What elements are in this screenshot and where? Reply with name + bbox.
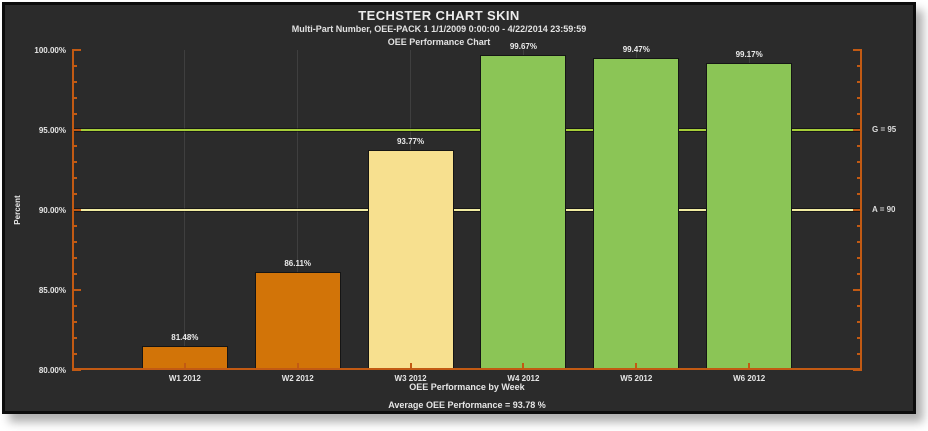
y-tick-label: 90.00% [38, 206, 66, 215]
y-minor-tick [72, 225, 77, 227]
y-minor-tick [72, 177, 77, 179]
y-minor-tick [72, 193, 77, 195]
y-minor-tick [72, 241, 77, 243]
y-minor-tick [72, 81, 77, 83]
y-minor-tick [72, 305, 77, 307]
y-minor-tick [72, 97, 77, 99]
y-tick-label: 95.00% [38, 126, 66, 135]
reference-line-goal [72, 129, 862, 131]
reference-line-label: A = 90 [872, 205, 896, 214]
y-major-tick [853, 129, 862, 131]
bar-value-label: 99.47% [622, 45, 650, 55]
y-major-tick [72, 129, 81, 131]
y-major-tick [72, 49, 81, 51]
y-major-tick [72, 209, 81, 211]
y-minor-tick [857, 305, 862, 307]
y-tick-label: 100.00% [34, 46, 66, 55]
y-minor-tick [72, 353, 77, 355]
reference-line-label: G = 95 [872, 125, 897, 134]
y-minor-tick [857, 273, 862, 275]
y-minor-tick [857, 81, 862, 83]
category-tick [522, 363, 525, 369]
y-major-tick [853, 289, 862, 291]
y-minor-tick [857, 177, 862, 179]
chart-window-title: TECHSTER CHART SKIN [358, 8, 520, 23]
y-minor-tick [72, 113, 77, 115]
bar-value-label: 99.17% [735, 50, 763, 60]
y-minor-tick [857, 225, 862, 227]
x-tick-label: W5 2012 [620, 374, 653, 383]
category-tick [183, 363, 186, 369]
y-tick-label: 80.00% [38, 366, 66, 375]
chart-subtitle: Multi-Part Number, OEE-PACK 1 1/1/2009 0… [291, 24, 587, 34]
bar-w1-2012 [141, 346, 228, 369]
x-tick-label: W3 2012 [394, 374, 427, 383]
y-major-tick [853, 49, 862, 51]
y-minor-tick [72, 65, 77, 67]
y-tick-label: 85.00% [38, 286, 66, 295]
chart-window: TECHSTER CHART SKIN Multi-Part Number, O… [2, 2, 916, 414]
y-minor-tick [857, 257, 862, 259]
plot-area: G = 95 A = 90 81.48% W1 2012 86.11% W2 2012 93… [34, 42, 896, 383]
y-major-tick [853, 209, 862, 211]
y-minor-tick [857, 65, 862, 67]
y-minor-tick [72, 321, 77, 323]
category-tick [635, 363, 638, 369]
bar-w2-2012 [254, 272, 341, 369]
y-minor-tick [72, 161, 77, 163]
bar-w3-2012 [367, 149, 454, 369]
x-tick-label: W6 2012 [733, 374, 766, 383]
x-axis [72, 368, 862, 370]
chart-footer: Average OEE Performance = 93.78 % [388, 400, 546, 410]
y-minor-tick [72, 257, 77, 259]
y-minor-tick [72, 145, 77, 147]
y-minor-tick [857, 337, 862, 339]
bar-value-label: 86.11% [284, 259, 312, 269]
x-tick-label: W2 2012 [281, 374, 314, 383]
y-minor-tick [72, 337, 77, 339]
bar-w5-2012 [593, 58, 680, 369]
y-major-tick [72, 289, 81, 291]
y-major-tick [72, 369, 81, 371]
x-tick-label: W4 2012 [507, 374, 540, 383]
category-tick [748, 363, 751, 369]
y-minor-tick [857, 145, 862, 147]
y-minor-tick [857, 97, 862, 99]
x-axis-title: OEE Performance by Week [409, 382, 525, 392]
bar-value-label: 93.77% [396, 136, 425, 146]
chart-heading: OEE Performance Chart [387, 37, 491, 47]
reference-line-alert [72, 209, 862, 211]
category-tick [409, 363, 412, 369]
bar-value-label: 81.48% [171, 333, 199, 343]
x-tick-label: W1 2012 [168, 374, 201, 383]
y-minor-tick [857, 241, 862, 243]
y-minor-tick [857, 161, 862, 163]
y-minor-tick [857, 321, 862, 323]
y-minor-tick [857, 193, 862, 195]
category-tick [296, 363, 299, 369]
bar-w6-2012 [706, 63, 793, 369]
y-minor-tick [857, 353, 862, 355]
y-minor-tick [72, 273, 77, 275]
y-major-tick [853, 369, 862, 371]
bar-w4-2012 [480, 55, 567, 369]
y-minor-tick [857, 113, 862, 115]
bar-value-label: 99.67% [509, 42, 537, 52]
